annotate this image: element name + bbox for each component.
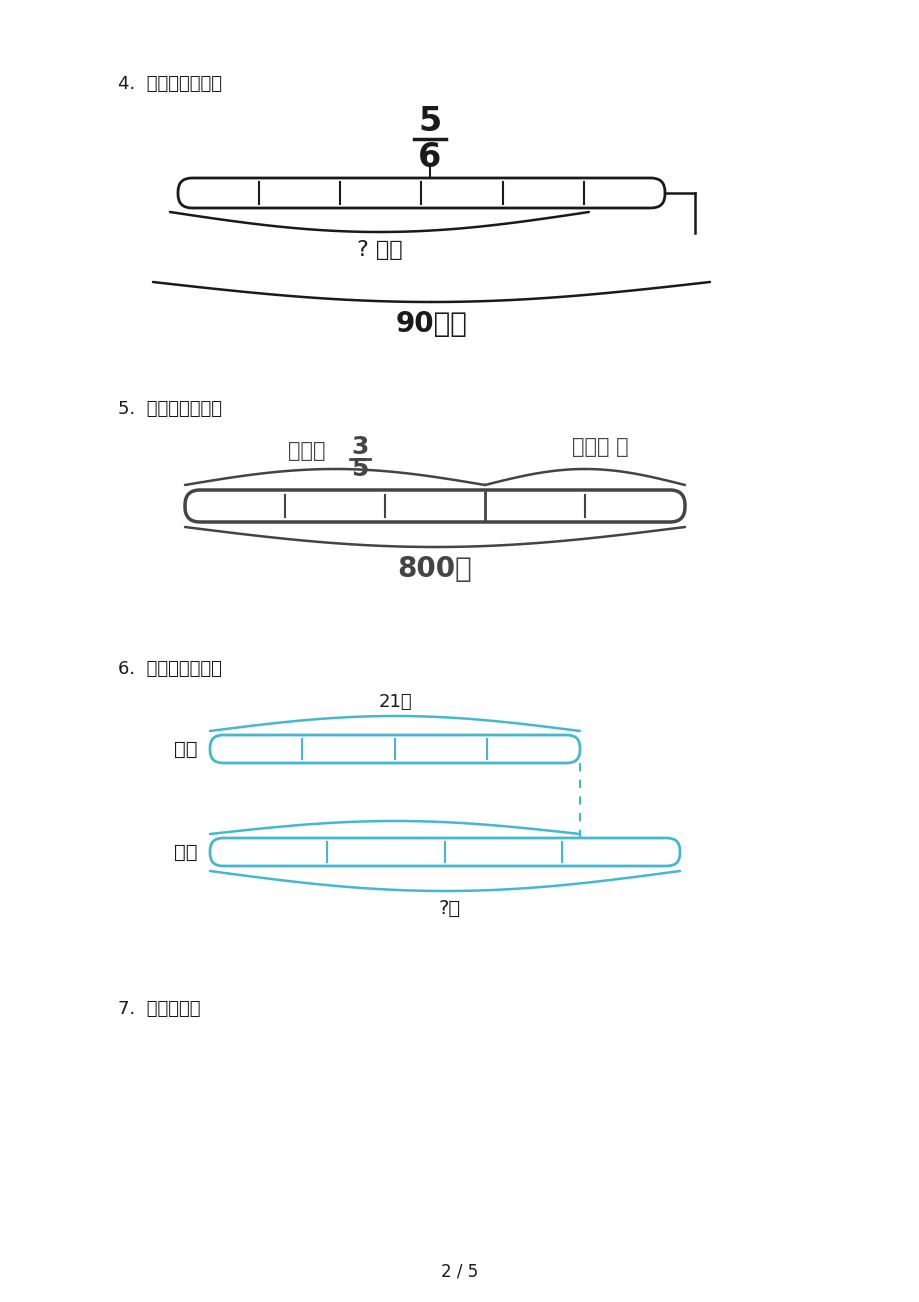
Text: 21个: 21个 xyxy=(378,693,412,711)
Text: 排球: 排球 xyxy=(175,842,198,862)
Text: 6.  看图列式计算。: 6. 看图列式计算。 xyxy=(118,660,221,678)
Text: 还剩？ 个: 还剩？ 个 xyxy=(571,437,628,457)
Text: 5: 5 xyxy=(351,457,369,480)
Text: 3: 3 xyxy=(351,435,369,460)
Text: ? 千米: ? 千米 xyxy=(357,240,402,260)
Text: 2 / 5: 2 / 5 xyxy=(441,1262,478,1280)
Text: 90千米: 90千米 xyxy=(395,310,467,339)
Text: 6: 6 xyxy=(418,141,441,174)
Text: ?个: ?个 xyxy=(438,898,460,918)
Text: 7.  列式计算。: 7. 列式计算。 xyxy=(118,1000,200,1018)
Text: 5.  看图列式计算。: 5. 看图列式计算。 xyxy=(118,400,221,418)
Text: 完成了: 完成了 xyxy=(288,441,325,461)
Text: 4.  看图列式计算。: 4. 看图列式计算。 xyxy=(118,76,221,92)
Text: 800个: 800个 xyxy=(397,555,471,583)
Text: 笼球: 笼球 xyxy=(175,740,198,759)
Text: 5: 5 xyxy=(418,105,441,138)
